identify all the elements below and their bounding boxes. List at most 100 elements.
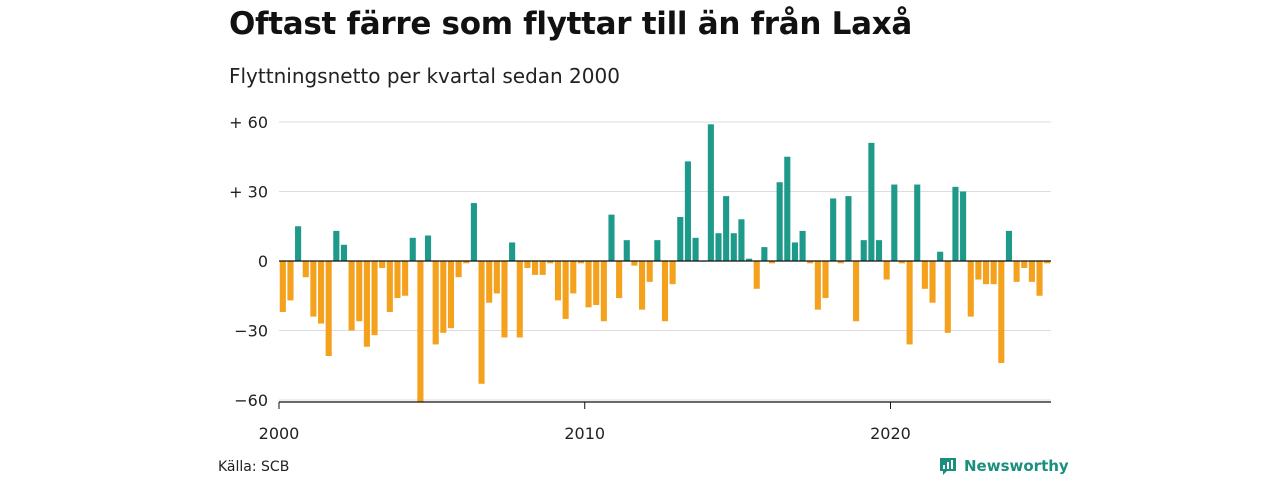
bar: [990, 261, 997, 285]
bar: [944, 261, 951, 333]
bar: [317, 261, 325, 324]
bar: [348, 261, 355, 331]
bar: [761, 247, 768, 261]
bar: [898, 261, 905, 264]
bar: [677, 216, 684, 261]
bar: [921, 261, 928, 289]
x-tick-label: 2020: [870, 424, 911, 443]
bar: [295, 226, 302, 262]
bar: [707, 124, 714, 261]
bar: [577, 261, 584, 264]
bar: [478, 261, 485, 384]
bar: [501, 261, 508, 338]
bar: [486, 261, 493, 303]
bar: [340, 244, 348, 261]
bar: [516, 261, 523, 338]
gridlines: [279, 121, 1051, 401]
bar: [600, 261, 607, 322]
bar: [554, 261, 562, 301]
bar: [791, 242, 798, 261]
bar: [830, 198, 837, 261]
bar: [845, 196, 852, 261]
newsworthy-logo[interactable]: Newsworthy: [938, 456, 1069, 476]
bar: [447, 261, 455, 329]
bar: [623, 240, 630, 261]
bar: [646, 261, 653, 282]
bar: [837, 261, 844, 264]
bar: [608, 214, 615, 261]
bar: [853, 261, 860, 322]
bar: [493, 261, 500, 294]
bar: [363, 261, 370, 347]
bar: [1005, 230, 1013, 261]
bar: [1028, 261, 1035, 282]
bar: [356, 261, 363, 322]
bar: [776, 182, 783, 261]
bar: [616, 261, 623, 299]
bar: [746, 258, 753, 261]
bar: [532, 261, 539, 275]
bar: [539, 261, 546, 275]
bar: [998, 261, 1005, 363]
bar: [562, 261, 569, 319]
bar: [593, 261, 600, 306]
x-axis: [279, 260, 1051, 403]
bar: [768, 261, 776, 264]
bar: [639, 261, 646, 310]
bar: [906, 261, 913, 345]
bar: [509, 242, 516, 261]
bar: [440, 261, 447, 333]
bar: [715, 233, 722, 261]
bar: [287, 261, 294, 301]
x-axis-tick-labels: 2000 2010 2020: [259, 402, 911, 443]
bar: [753, 261, 760, 289]
bar: [875, 240, 883, 261]
bar: [302, 261, 309, 278]
bar: [929, 261, 936, 303]
y-tick-label: −30: [234, 322, 268, 341]
bar: [1036, 261, 1043, 296]
x-tick-label: 2010: [564, 424, 605, 443]
bar: [784, 156, 791, 261]
bar: [424, 235, 432, 261]
bar: [654, 240, 661, 261]
bar: [1021, 261, 1028, 268]
bar: [860, 240, 867, 261]
bar: [822, 261, 829, 299]
x-tick-label: 2000: [259, 424, 300, 443]
y-tick-label: −60: [234, 391, 268, 410]
bar: [394, 261, 401, 299]
bar: [1013, 261, 1020, 282]
bar: [814, 261, 821, 310]
y-axis-tick-labels: + 60 + 30 0 −30 −60: [229, 113, 268, 410]
bar: [799, 230, 806, 261]
bar: [883, 261, 890, 280]
bar: [891, 184, 898, 261]
brand-name: Newsworthy: [964, 457, 1069, 475]
bar: [455, 261, 462, 278]
y-tick-label: + 60: [229, 113, 268, 132]
bar: [982, 261, 990, 285]
bars: [279, 124, 1051, 403]
bar: [463, 261, 470, 264]
bar: [470, 203, 477, 261]
bar: [409, 237, 416, 261]
bar: [723, 196, 730, 261]
bar: [386, 261, 393, 312]
bar: [868, 142, 875, 261]
bar: [570, 261, 577, 294]
chart-subtitle: Flyttningsnetto per kvartal sedan 2000: [229, 64, 620, 88]
bar: [524, 261, 531, 268]
bar: [1044, 261, 1051, 264]
bar: [432, 261, 439, 345]
bar: [310, 261, 317, 317]
bar: [952, 186, 959, 261]
bar: [669, 261, 676, 285]
bar: [585, 261, 592, 308]
bar: [730, 233, 737, 261]
bar: [325, 261, 332, 356]
bar: [547, 261, 554, 264]
bar: [692, 237, 699, 261]
bar: [371, 261, 378, 336]
